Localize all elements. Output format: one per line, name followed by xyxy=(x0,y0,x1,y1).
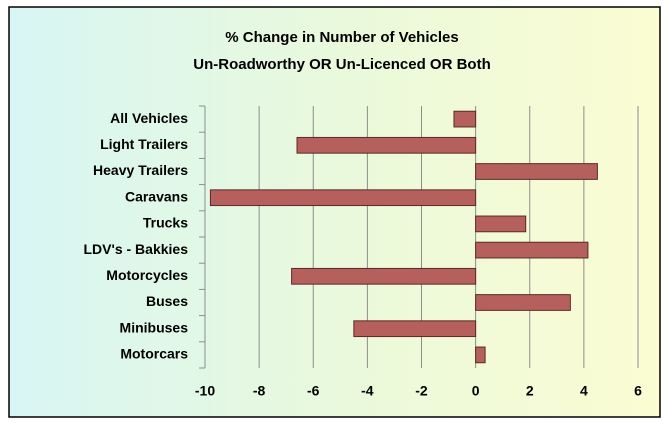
chart-background xyxy=(8,6,661,418)
y-tick-label: Motorcars xyxy=(120,346,188,362)
chart-title: % Change in Number of Vehicles xyxy=(225,29,458,46)
bar xyxy=(209,189,477,207)
y-tick-label: All Vehicles xyxy=(110,110,188,126)
bar xyxy=(353,320,477,338)
x-tick-label: 6 xyxy=(634,383,642,399)
x-tick-label: -4 xyxy=(361,383,374,399)
y-tick-label: Trucks xyxy=(143,215,188,231)
bar xyxy=(296,136,477,154)
x-tick-label: 4 xyxy=(580,383,588,399)
bar xyxy=(291,267,477,285)
x-tick-label: 0 xyxy=(472,383,480,399)
y-tick-label: Heavy Trailers xyxy=(93,162,188,178)
x-tick-label: 2 xyxy=(526,383,534,399)
bar xyxy=(475,346,486,364)
x-tick-label: -6 xyxy=(307,383,320,399)
bar xyxy=(475,241,589,259)
x-tick-label: -8 xyxy=(253,383,266,399)
y-tick-label: Caravans xyxy=(125,188,188,204)
bar xyxy=(453,110,477,128)
y-tick-label: Light Trailers xyxy=(100,136,188,152)
bar xyxy=(475,163,598,180)
y-tick-label: LDV's - Bakkies xyxy=(84,241,189,257)
x-tick-label: -2 xyxy=(415,383,428,399)
bar xyxy=(475,294,571,311)
x-tick-label: -10 xyxy=(195,383,215,399)
y-tick-label: Minibuses xyxy=(120,319,189,335)
y-tick-label: Buses xyxy=(146,293,188,309)
chart-subtitle: Un-Roadworthy OR Un-Licenced OR Both xyxy=(193,56,491,73)
y-tick-label: Motorcycles xyxy=(106,267,188,283)
bar xyxy=(475,215,527,233)
